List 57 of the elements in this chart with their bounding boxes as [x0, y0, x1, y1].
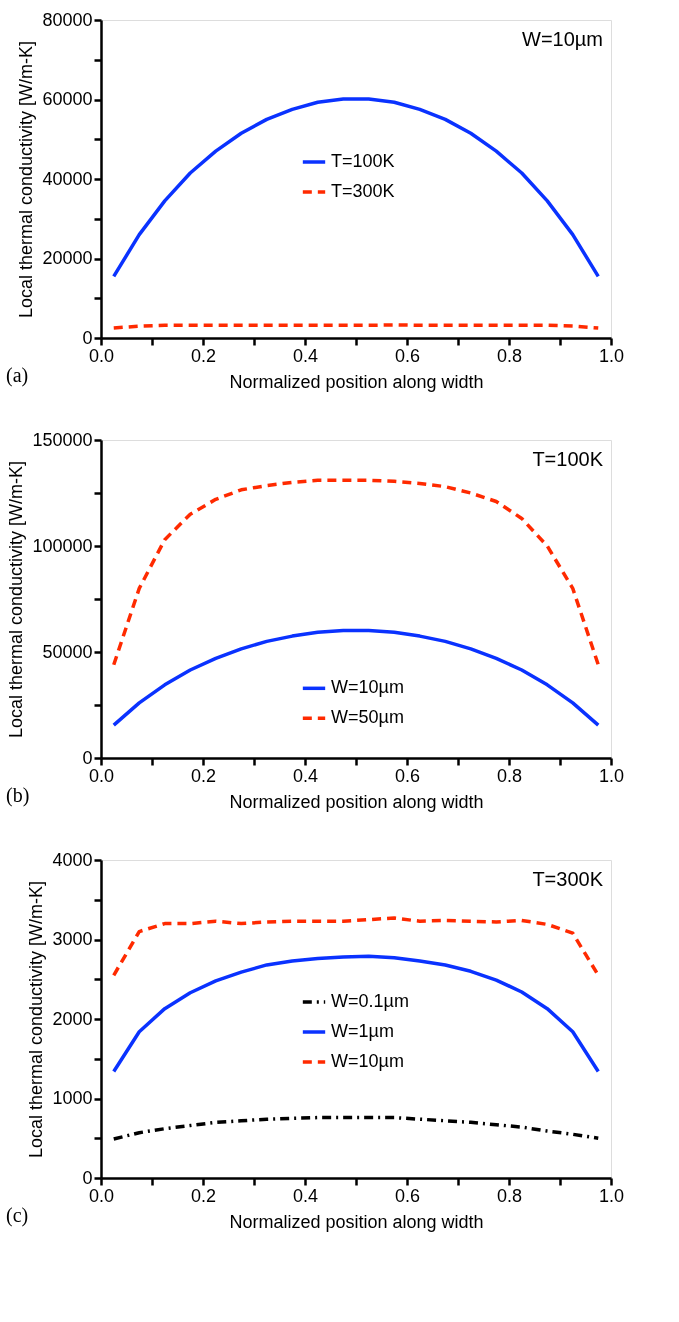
legend-label: W=1µm: [331, 1021, 394, 1041]
annotation: W=10µm: [522, 28, 603, 50]
legend-label: T=100K: [331, 151, 395, 171]
x-tick-label: 0.0: [88, 1185, 115, 1206]
x-axis-title: Normalized position along width: [229, 371, 484, 392]
y-axis-title: Local thermal conductivity [W/m-K]: [16, 40, 37, 319]
x-tick-label: 0.2: [190, 765, 217, 786]
x-tick-label: 0.2: [190, 345, 217, 366]
x-tick-label: 0.8: [496, 765, 523, 786]
x-tick-label: 0.6: [394, 765, 421, 786]
line-series: [112, 97, 600, 279]
x-tick-label: 0.8: [496, 1185, 523, 1206]
y-axis-title: Local thermal conductivity [W/m-K]: [26, 880, 47, 1159]
x-tick-label: 0.6: [394, 345, 421, 366]
y-tick-label: 0: [82, 327, 93, 348]
x-tick-label: 0.4: [292, 1185, 319, 1206]
x-tick-label: 1.0: [598, 765, 625, 786]
y-tick-label: 0: [82, 1167, 93, 1188]
x-axis-title: Normalized position along width: [229, 1211, 484, 1232]
x-tick-label: 0.8: [496, 345, 523, 366]
legend-label: T=300K: [331, 181, 395, 201]
x-axis-title: Normalized position along width: [229, 791, 484, 812]
y-tick-label: 4000: [52, 849, 93, 870]
y-tick-label: 1000: [52, 1088, 93, 1108]
line-series: [112, 954, 600, 1074]
y-axis-title: Local thermal conductivity [W/m-K]: [6, 460, 27, 739]
text: (c): [6, 1204, 29, 1227]
y-tick-label: 80000: [42, 9, 93, 30]
x-tick-label: 0.4: [292, 345, 319, 366]
y-tick-label: 150000: [32, 429, 93, 450]
x-tick-label: 0.6: [394, 1185, 421, 1206]
legend-label: W=50µm: [331, 707, 404, 728]
annotation: T=300K: [532, 868, 604, 890]
line-series: [112, 916, 600, 978]
legend-label: W=0.1µm: [331, 991, 409, 1011]
text: (a): [6, 364, 29, 387]
annotation: T=100K: [532, 448, 604, 470]
legend-label: W=10µm: [331, 1051, 404, 1071]
y-tick-label: 2000: [52, 1008, 93, 1029]
y-tick-label: 20000: [42, 248, 93, 268]
y-tick-label: 40000: [42, 168, 93, 189]
x-tick-label: 0.0: [88, 345, 115, 366]
line-series: [112, 478, 600, 667]
y-tick-label: 3000: [52, 929, 93, 949]
text: (b): [6, 784, 30, 807]
y-tick-label: 0: [82, 747, 93, 768]
y-tick-label: 60000: [42, 89, 93, 109]
x-tick-label: 0.2: [190, 1185, 217, 1206]
x-tick-label: 1.0: [598, 1185, 625, 1206]
line-series: [112, 1115, 600, 1141]
line-series: [112, 628, 600, 727]
x-tick-label: 1.0: [598, 345, 625, 366]
x-tick-label: 0.4: [292, 765, 319, 786]
x-tick-label: 0.0: [88, 765, 115, 786]
legend-label: W=10µm: [331, 677, 404, 698]
y-tick-label: 50000: [42, 641, 93, 662]
y-tick-label: 100000: [32, 535, 93, 556]
